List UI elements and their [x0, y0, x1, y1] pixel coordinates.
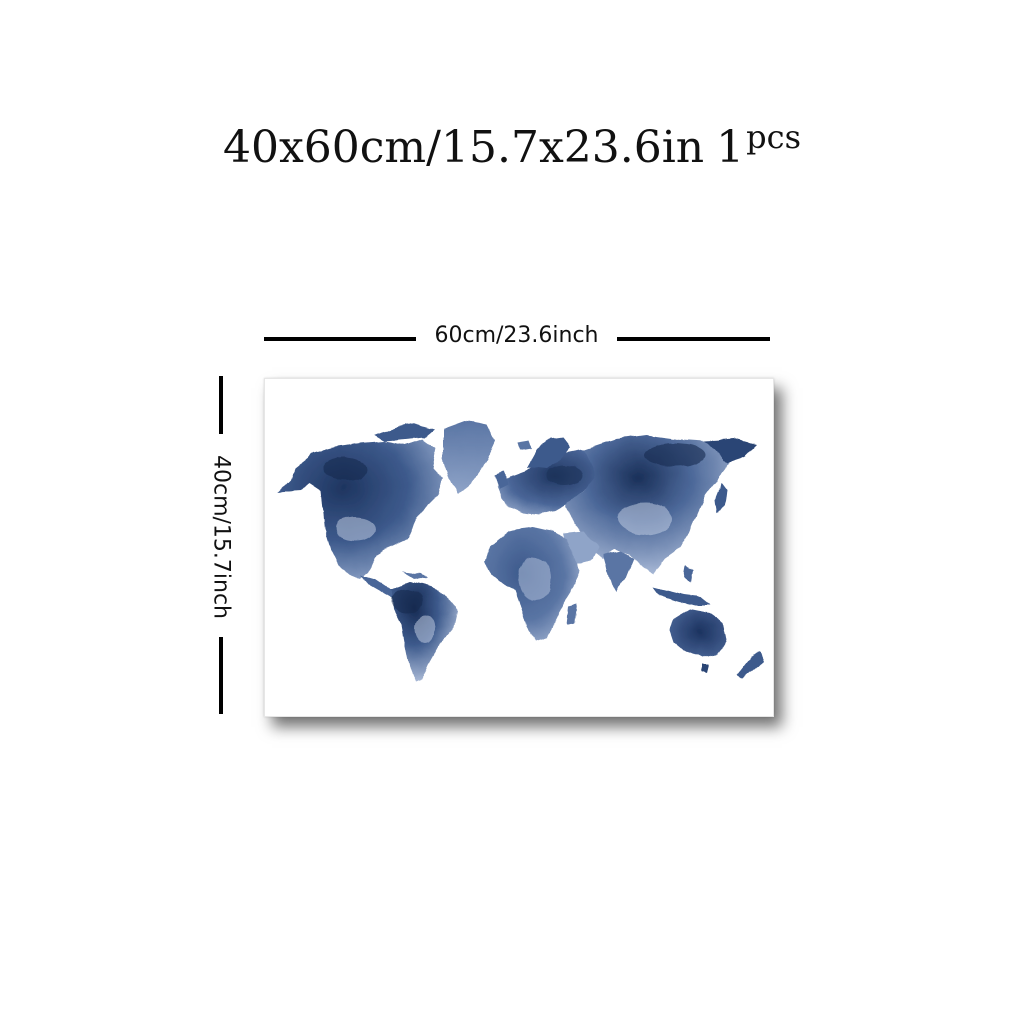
quantity-number: 1	[716, 122, 745, 173]
tasmania-shape	[701, 665, 709, 673]
new-zealand-shape	[737, 651, 763, 679]
far-east-shape	[705, 439, 757, 463]
iceland-shape	[517, 441, 531, 451]
width-dimension-line-right	[617, 337, 770, 341]
philippines-shape	[683, 565, 693, 583]
europe-shape	[497, 449, 603, 515]
australia-shape	[669, 609, 727, 659]
canvas-print	[264, 378, 774, 717]
india-shape	[603, 551, 633, 591]
width-dimension-label: 60cm/23.6inch	[434, 323, 599, 348]
southeast-asia-islands-shape	[653, 587, 711, 605]
height-dimension-line-bottom	[219, 637, 223, 714]
british-isles-shape	[495, 471, 507, 489]
world-map-artwork	[277, 421, 763, 683]
quantity: 1pcs	[716, 118, 801, 173]
japan-shape	[715, 481, 727, 513]
greenland-shape	[443, 421, 495, 495]
caribbean-shape	[403, 571, 427, 579]
quantity-unit: pcs	[746, 118, 801, 156]
width-dimension-line-left	[264, 337, 416, 341]
product-size-title: 40x60cm/15.7x23.6in 1pcs	[0, 118, 1024, 173]
north-america-shape	[277, 439, 443, 579]
height-dimension-line-top	[219, 376, 223, 434]
madagascar-shape	[567, 603, 577, 625]
size-text: 40x60cm/15.7x23.6in	[223, 122, 705, 173]
arctic-islands-shape	[375, 423, 435, 441]
scandinavia-shape	[527, 437, 571, 469]
height-dimension-label: 40cm/15.7inch	[208, 454, 234, 620]
